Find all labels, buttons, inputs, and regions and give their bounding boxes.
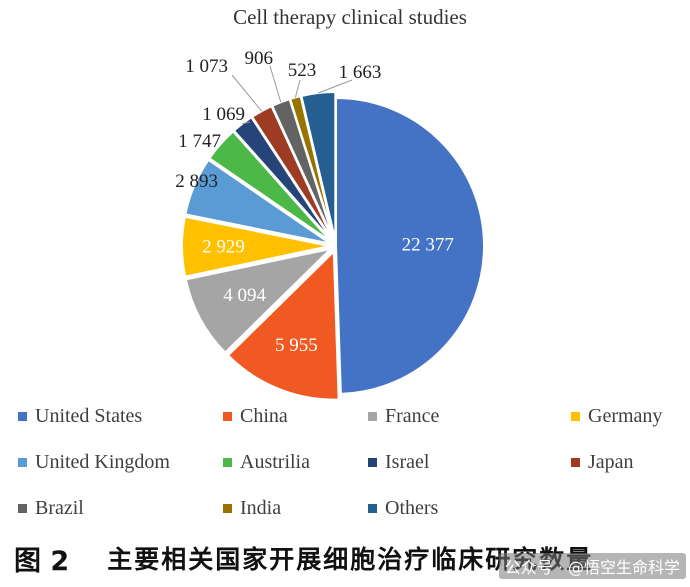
legend-swatch — [223, 503, 232, 513]
legend-item: France — [368, 404, 439, 428]
data-label: 1 073 — [185, 56, 228, 77]
pie-slice-china — [226, 249, 340, 401]
legend-item: United Kingdom — [18, 450, 170, 474]
legend-label: Germany — [588, 404, 663, 427]
legend-label: France — [385, 404, 440, 427]
legend-item: China — [223, 404, 288, 428]
legend-label: Brazil — [35, 496, 84, 519]
pie-slice-austrilia — [208, 130, 333, 243]
legend-swatch — [223, 457, 232, 467]
leader-line — [231, 74, 263, 112]
legend-swatch — [368, 457, 377, 467]
legend-label: Others — [385, 496, 439, 519]
data-label: 4 094 — [223, 285, 266, 306]
pie-slice-united-kingdom — [184, 158, 332, 245]
legend-label: India — [240, 496, 282, 519]
watermark: 公众号 · @悟空生命科学 — [498, 553, 686, 579]
legend-swatch — [18, 503, 27, 513]
legend-swatch — [223, 411, 232, 421]
data-label: 1 663 — [339, 62, 382, 83]
legend-label: Austrilia — [240, 450, 310, 473]
leader-line — [294, 79, 301, 98]
data-label: 1 747 — [178, 131, 221, 152]
data-label: 2 893 — [175, 171, 218, 192]
legend-swatch — [368, 503, 377, 513]
pie-slice-germany — [181, 215, 331, 278]
data-label: 523 — [288, 60, 317, 81]
legend-label: United Kingdom — [35, 450, 170, 473]
legend-item: India — [223, 496, 281, 520]
legend-item: Germany — [571, 404, 662, 428]
leader-line — [269, 65, 282, 103]
data-label: 2 929 — [202, 236, 245, 257]
pie-slice-france — [184, 247, 334, 354]
legend-item: United States — [18, 404, 142, 428]
caption-figure-number: 图 2 — [14, 545, 70, 577]
legend-item: Japan — [571, 450, 634, 474]
data-label: 22 377 — [402, 234, 454, 255]
data-label: 5 955 — [275, 335, 318, 356]
legend-label: Israel — [385, 450, 430, 473]
legend-label: Japan — [588, 450, 634, 473]
data-label: 1 069 — [202, 104, 245, 125]
data-label: 906 — [245, 48, 274, 69]
pie-slice-others — [300, 91, 337, 241]
chart-title: Cell therapy clinical studies — [233, 5, 467, 29]
pie-slice-united-states — [335, 96, 485, 395]
legend-item: Others — [368, 496, 438, 520]
legend-item: Israel — [368, 450, 429, 474]
legend: United States China France Germany United Ki… — [18, 404, 690, 534]
legend-swatch — [571, 411, 580, 421]
leader-line — [242, 121, 251, 125]
leader-line — [318, 79, 353, 94]
legend-swatch — [18, 411, 27, 421]
pie-chart: Cell therapy clinical studies 22 377 5 95… — [175, 5, 485, 401]
legend-swatch — [18, 457, 27, 467]
legend-item: Brazil — [18, 496, 84, 520]
legend-swatch — [571, 457, 580, 467]
legend-label: United States — [35, 404, 143, 427]
legend-item: Austrilia — [223, 450, 310, 474]
legend-swatch — [368, 411, 377, 421]
legend-label: China — [240, 404, 288, 427]
